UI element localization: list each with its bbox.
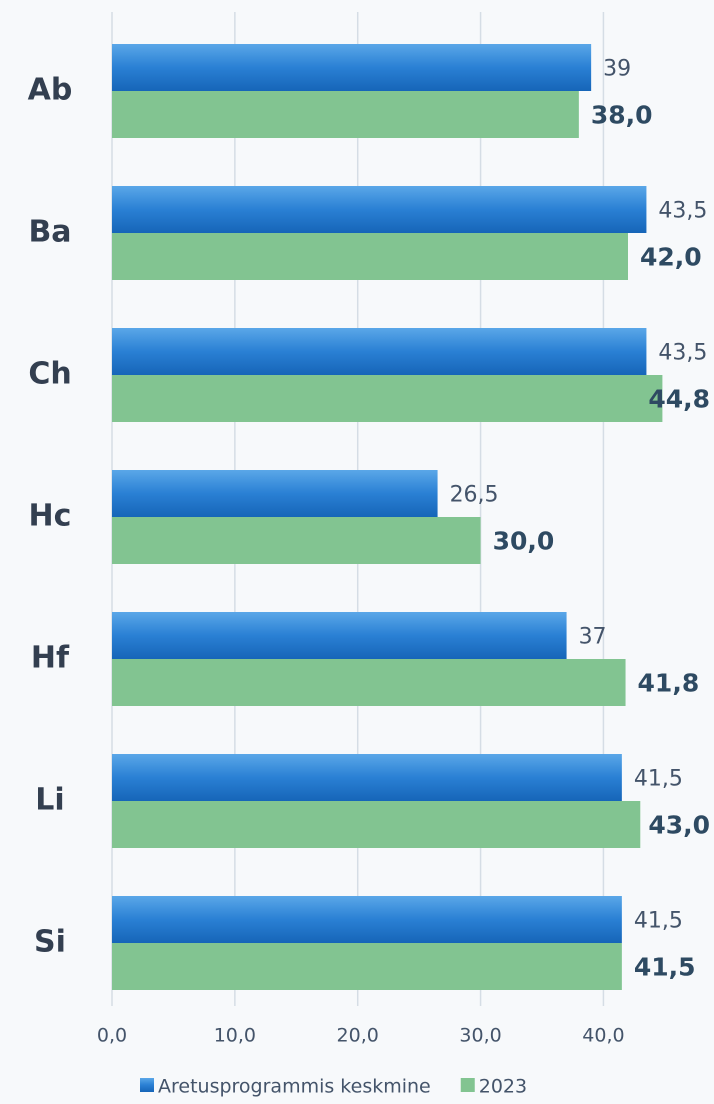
category-label: Si	[34, 925, 66, 960]
bar	[112, 328, 647, 375]
category-label: Ba	[28, 215, 71, 250]
category-label: Ch	[28, 357, 71, 392]
value-label: 44,8	[648, 385, 710, 414]
bar	[112, 233, 628, 280]
value-label: 37	[579, 625, 607, 650]
x-tick-label: 10,0	[214, 1025, 256, 1047]
value-label: 41,5	[634, 767, 683, 792]
legend-label: 2023	[479, 1076, 527, 1098]
value-label: 41,5	[634, 909, 683, 934]
x-tick-label: 0,0	[97, 1025, 127, 1047]
legend-swatch	[460, 1078, 475, 1092]
value-label: 39	[603, 57, 631, 82]
x-tick-label: 20,0	[337, 1025, 379, 1047]
bar	[112, 44, 592, 91]
value-label: 43,0	[648, 811, 710, 840]
bar	[112, 801, 641, 848]
value-label: 41,5	[634, 953, 696, 982]
bar	[112, 943, 622, 990]
x-tick-label: 30,0	[459, 1025, 501, 1047]
legend-swatch	[140, 1078, 154, 1092]
value-label: 43,5	[658, 199, 707, 224]
bar	[112, 375, 663, 422]
category-label: Ab	[28, 73, 73, 108]
category-label: Hf	[31, 641, 70, 676]
bar	[112, 470, 438, 517]
value-label: 38,0	[591, 101, 653, 130]
value-label: 30,0	[493, 527, 555, 556]
bar	[112, 896, 622, 943]
bar	[112, 754, 622, 801]
bar	[112, 612, 567, 659]
category-label: Hc	[29, 499, 72, 534]
bar	[112, 517, 481, 564]
category-label: Li	[35, 783, 64, 818]
value-label: 41,8	[638, 669, 700, 698]
bar	[112, 186, 647, 233]
bar	[112, 659, 626, 706]
x-tick-label: 40,0	[582, 1025, 624, 1047]
value-label: 43,5	[658, 341, 707, 366]
bar	[112, 91, 579, 138]
value-label: 26,5	[450, 483, 499, 508]
value-label: 42,0	[640, 243, 702, 272]
legend-label: Aretusprogrammis keskmine	[158, 1076, 431, 1098]
